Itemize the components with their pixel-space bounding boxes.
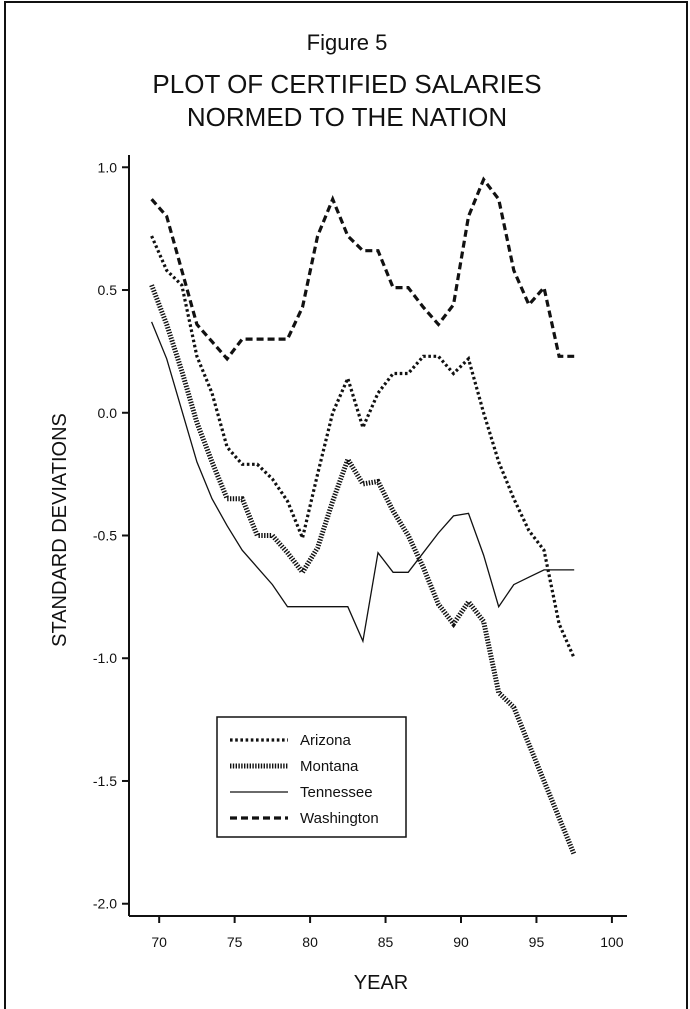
legend: Arizona Montana Tennessee Washington (230, 732, 379, 827)
x-tick-label: 85 (378, 934, 394, 950)
chart-title-line-2: NORMED TO THE NATION (187, 102, 507, 132)
y-tick-label: -0.5 (93, 528, 117, 544)
y-tick-label: 0.0 (98, 405, 118, 421)
y-tick-label: 0.5 (98, 282, 118, 298)
x-ticks: 70 75 80 85 90 95 100 (151, 916, 624, 950)
x-tick-label: 80 (302, 934, 318, 950)
legend-label-arizona: Arizona (300, 732, 352, 749)
series-line-arizona (150, 235, 576, 659)
x-tick-label: 95 (529, 934, 545, 950)
y-tick-label: -1.0 (93, 650, 117, 666)
series-line-montana (149, 284, 577, 856)
y-tick-label: -1.5 (93, 773, 117, 789)
legend-label-montana: Montana (300, 758, 359, 775)
chart-title-line-1: PLOT OF CERTIFIED SALARIES (152, 69, 541, 99)
x-tick-label: 100 (600, 934, 624, 950)
series-line-tennessee (150, 321, 575, 644)
legend-label-tennessee: Tennessee (300, 784, 373, 801)
y-ticks: 1.0 0.5 0.0 -0.5 -1.0 -1.5 -2.0 (93, 159, 129, 912)
y-tick-label: 1.0 (98, 159, 118, 175)
x-tick-label: 75 (227, 934, 243, 950)
x-tick-label: 90 (453, 934, 469, 950)
series-lines (149, 176, 577, 856)
figure-label: Figure 5 (307, 30, 388, 55)
legend-box (216, 716, 407, 838)
y-tick-label: -2.0 (93, 896, 117, 912)
x-tick-label: 70 (151, 934, 167, 950)
x-axis-title: YEAR (354, 972, 408, 994)
series-line-washington (150, 176, 575, 362)
y-axis-title: STANDARD DEVIATIONS (49, 413, 71, 647)
legend-label-washington: Washington (300, 810, 379, 827)
